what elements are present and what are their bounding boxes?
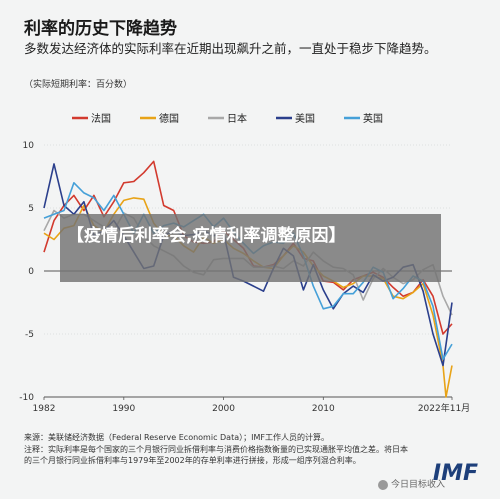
x-tick-label: 2010 xyxy=(312,404,335,414)
y-tick-label: 0 xyxy=(28,267,34,277)
source-note: 来源：美联储经济数据（Federal Reserve Economic Data… xyxy=(24,433,329,442)
legend-label-2: 日本 xyxy=(227,112,247,125)
chart-title: 利率的历史下降趋势 xyxy=(24,19,177,39)
x-tick-label: 2022年11月 xyxy=(418,402,470,414)
x-tick-label: 2000 xyxy=(212,404,235,414)
x-tick-label: 1982 xyxy=(33,404,56,414)
y-tick-label: 10 xyxy=(23,141,35,151)
chart-subtitle: 多数发达经济体的实际利率在近期出现飙升之前，一直处于稳步下降趋势。 xyxy=(24,41,437,56)
overlay-banner xyxy=(60,214,441,282)
overlay-text: 【疫情后利率会,疫情利率调整原因】 xyxy=(67,226,346,246)
imf-logo: IMF xyxy=(432,461,478,486)
annotation-note: 注释：实际利率是每个国家的三个月银行同业拆借利率与消费价格指数衡量的已实现通胀平… xyxy=(24,444,408,466)
y-tick-label: -10 xyxy=(19,393,34,403)
watermark: 今日目标收入 xyxy=(378,477,445,490)
y-tick-label: -5 xyxy=(25,330,34,340)
y-tick-label: 5 xyxy=(28,204,34,214)
legend-label-3: 美国 xyxy=(295,112,315,125)
legend-label-0: 法国 xyxy=(91,112,111,125)
legend-label-4: 英国 xyxy=(363,112,383,125)
watermark-icon xyxy=(378,479,388,490)
watermark-text: 今日目标收入 xyxy=(391,480,446,490)
chart-footer: 来源：美联储经济数据（Federal Reserve Economic Data… xyxy=(24,432,414,467)
legend-label-1: 德国 xyxy=(159,112,179,125)
x-tick-label: 1990 xyxy=(112,404,135,414)
unit-note: （实际短期利率：百分数） xyxy=(24,80,133,90)
